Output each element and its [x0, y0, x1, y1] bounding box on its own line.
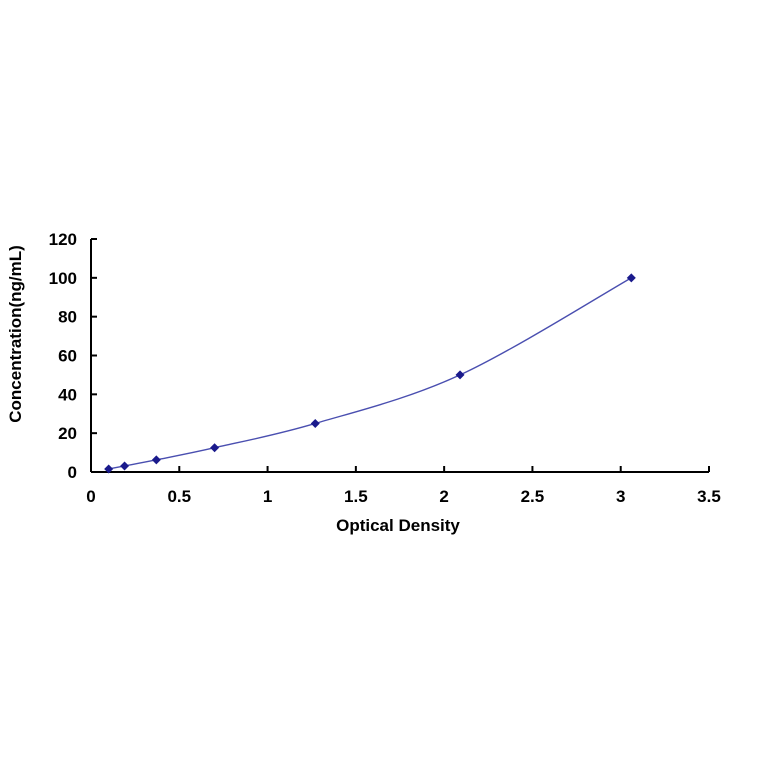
x-tick-label: 0.5: [167, 487, 191, 506]
y-tick-label: 120: [49, 230, 77, 249]
axes: 0 20 40 60 80 100 120 0 0.5 1 1.5 2 2.5 3 3.5: [49, 230, 721, 506]
x-tick-label: 2: [439, 487, 448, 506]
y-tick-label: 80: [58, 308, 77, 327]
y-tick-label: 20: [58, 424, 77, 443]
data-markers: [104, 273, 636, 474]
diamond-marker: [310, 418, 320, 428]
y-tick-label: 0: [68, 463, 77, 482]
y-tick-label: 60: [58, 347, 77, 366]
diamond-marker: [104, 464, 114, 474]
x-tick-label: 1: [263, 487, 272, 506]
fit-curve: [108, 277, 632, 470]
curve: [108, 277, 632, 470]
diamond-marker: [151, 455, 161, 465]
diamond-marker: [626, 273, 636, 283]
diamond-marker: [210, 443, 220, 453]
diamond-marker: [455, 370, 465, 380]
x-tick-label: 3: [616, 487, 625, 506]
y-tick-label: 40: [58, 385, 77, 404]
x-axis-title: Optical Density: [336, 516, 460, 535]
x-tick-label: 3.5: [697, 487, 721, 506]
x-tick-label: 1.5: [344, 487, 368, 506]
y-axis-title: Concentration(ng/mL): [6, 245, 25, 423]
x-tick-label: 0: [86, 487, 95, 506]
diamond-marker: [120, 461, 130, 471]
y-tick-label: 100: [49, 269, 77, 288]
x-tick-label: 2.5: [521, 487, 545, 506]
